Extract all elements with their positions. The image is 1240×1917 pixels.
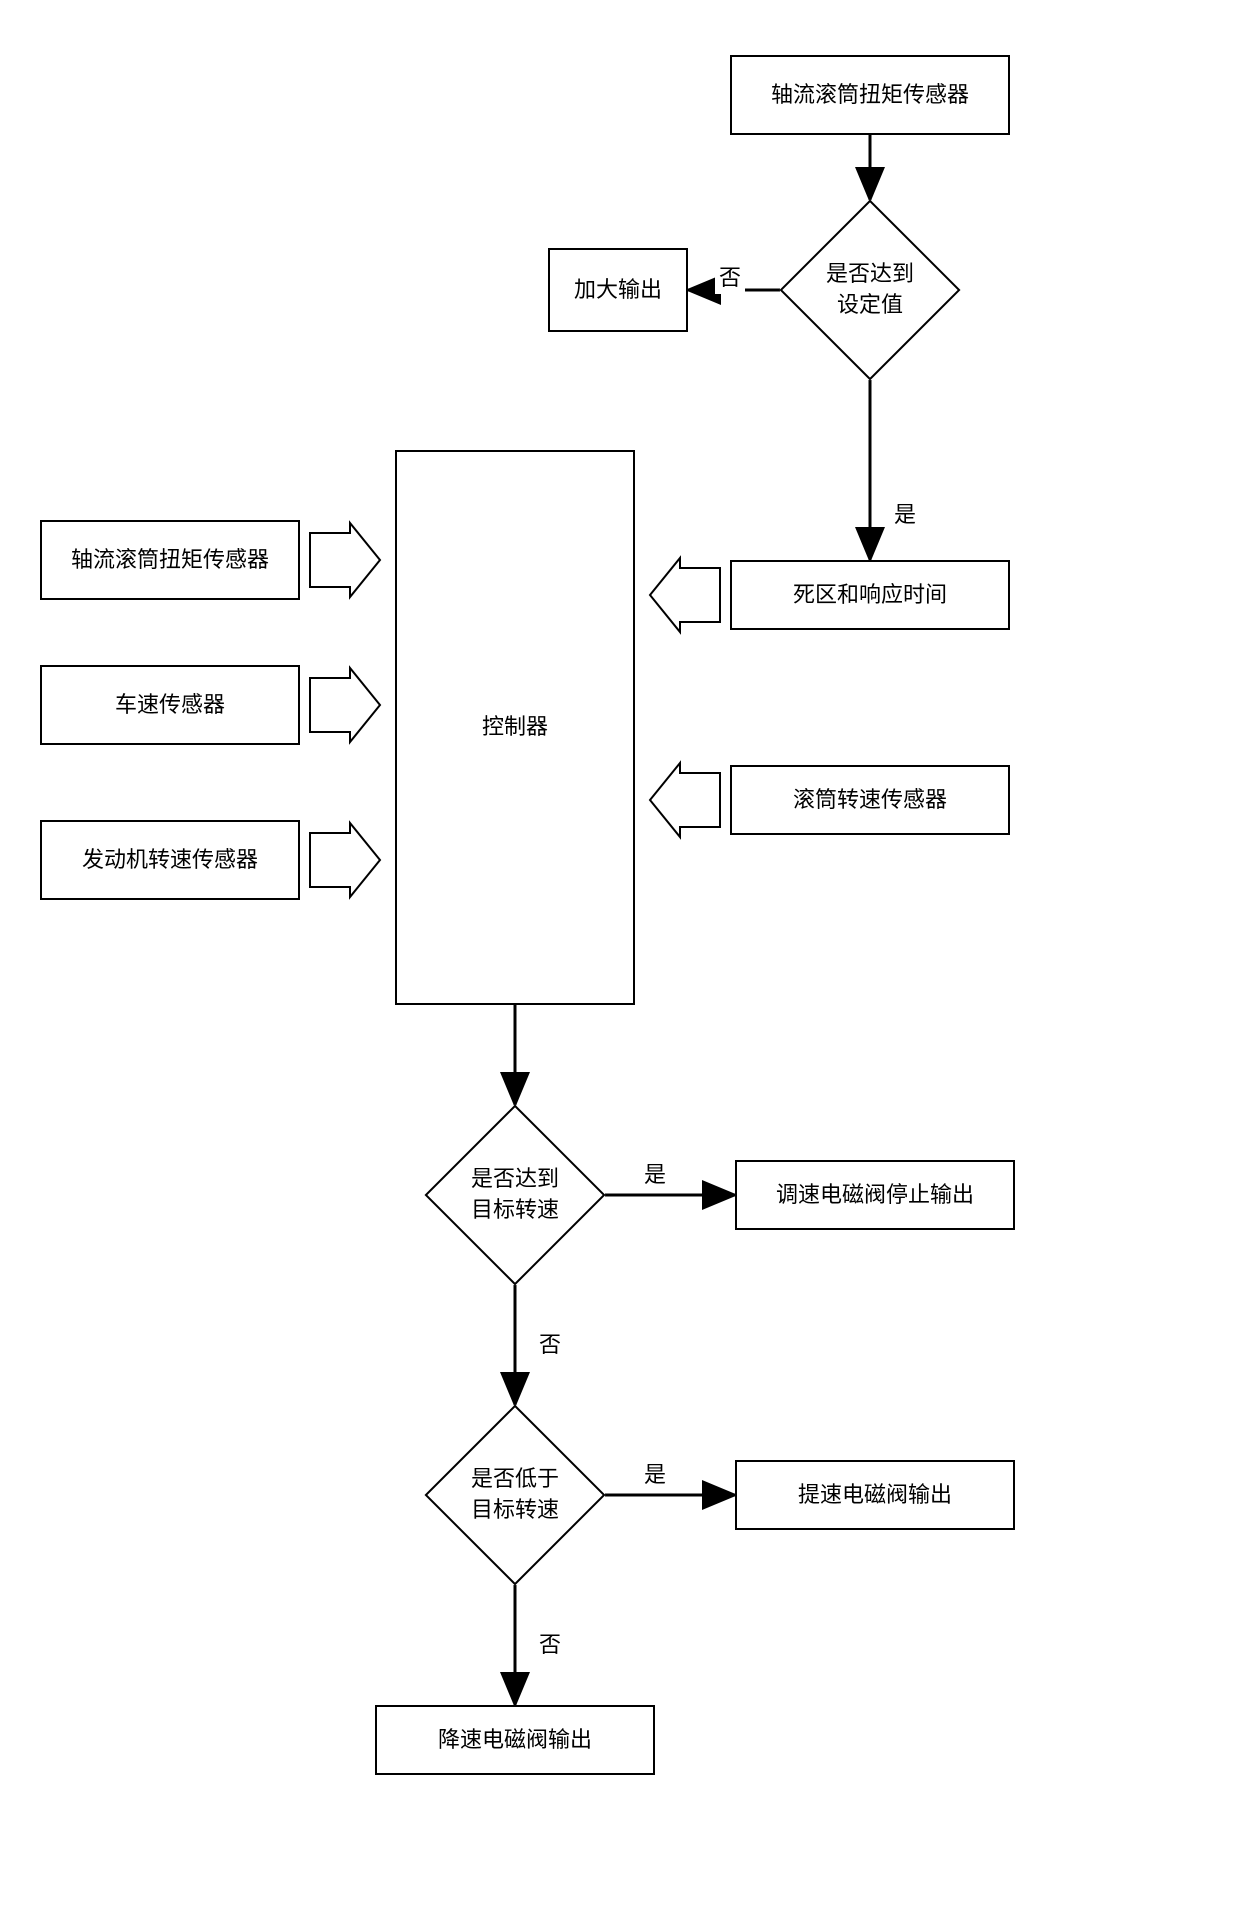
node-label: 控制器 <box>482 712 548 743</box>
node-label: 提速电磁阀输出 <box>798 1480 952 1511</box>
node-vehicle-speed-sensor: 车速传感器 <box>40 665 300 745</box>
node-label: 轴流滚筒扭矩传感器 <box>71 545 269 576</box>
node-label: 车速传感器 <box>115 690 225 721</box>
node-increase-output: 加大输出 <box>548 248 688 332</box>
node-torque-sensor-top: 轴流滚筒扭矩传感器 <box>730 55 1010 135</box>
node-label: 加大输出 <box>574 275 662 306</box>
node-torque-sensor-left: 轴流滚筒扭矩传感器 <box>40 520 300 600</box>
node-label: 发动机转速传感器 <box>82 845 258 876</box>
node-decision-target-speed: 是否达到 目标转速 <box>451 1131 579 1259</box>
node-decision-below-target: 是否低于 目标转速 <box>451 1431 579 1559</box>
edge-label-no-3: 否 <box>535 1625 565 1661</box>
node-label: 是否低于 目标转速 <box>471 1464 559 1526</box>
node-decision-setpoint: 是否达到 设定值 <box>806 226 934 354</box>
node-label: 调速电磁阀停止输出 <box>776 1180 974 1211</box>
edge-label-yes-3: 是 <box>640 1455 670 1491</box>
node-label: 是否达到 设定值 <box>826 259 914 321</box>
node-deadzone-response: 死区和响应时间 <box>730 560 1010 630</box>
node-controller: 控制器 <box>395 450 635 1005</box>
node-label: 死区和响应时间 <box>793 580 947 611</box>
edge-label-no-1: 否 <box>715 258 745 294</box>
edge-label-yes-1: 是 <box>890 495 920 531</box>
node-label: 降速电磁阀输出 <box>438 1725 592 1756</box>
node-label: 是否达到 目标转速 <box>471 1164 559 1226</box>
edge-label-no-2: 否 <box>535 1325 565 1361</box>
node-speedup-valve-output: 提速电磁阀输出 <box>735 1460 1015 1530</box>
node-slowdown-valve-output: 降速电磁阀输出 <box>375 1705 655 1775</box>
node-engine-speed-sensor: 发动机转速传感器 <box>40 820 300 900</box>
node-drum-speed-sensor: 滚筒转速传感器 <box>730 765 1010 835</box>
node-label: 轴流滚筒扭矩传感器 <box>771 80 969 111</box>
node-label: 滚筒转速传感器 <box>793 785 947 816</box>
edge-label-yes-2: 是 <box>640 1155 670 1191</box>
node-valve-stop-output: 调速电磁阀停止输出 <box>735 1160 1015 1230</box>
